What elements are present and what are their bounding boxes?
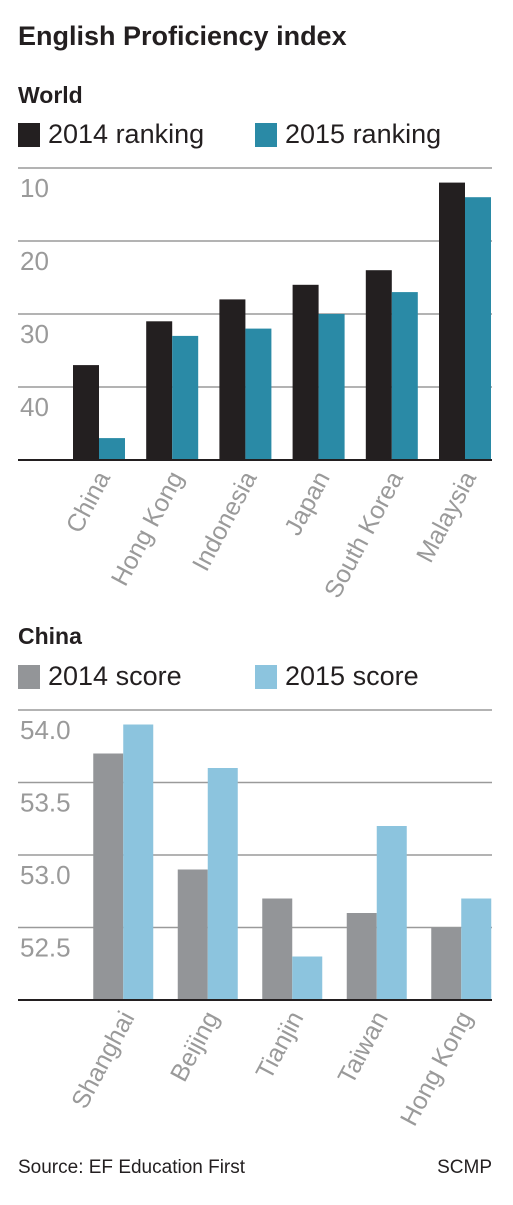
bar <box>431 927 462 1000</box>
bar <box>73 365 99 460</box>
bar <box>172 335 199 460</box>
bar <box>262 898 293 1000</box>
bar <box>365 270 392 460</box>
bar <box>292 284 319 460</box>
bar <box>99 438 125 460</box>
bar <box>219 299 246 460</box>
y-tick-label: 53.5 <box>20 787 71 817</box>
legend-label: 2014 score <box>48 661 182 691</box>
bar <box>391 292 418 460</box>
chart-title: World <box>18 82 83 108</box>
credit: SCMP <box>437 1157 492 1178</box>
chart-title: China <box>18 623 82 649</box>
legend-swatch <box>255 123 277 147</box>
legend-swatch <box>255 665 277 689</box>
y-tick-label: 30 <box>20 319 49 349</box>
bar <box>123 724 154 1000</box>
page-title: English Proficiency index <box>18 21 347 51</box>
y-tick-label: 52.5 <box>20 932 71 962</box>
bar <box>318 314 345 460</box>
y-tick-label: 40 <box>20 392 49 422</box>
bar <box>346 913 377 1000</box>
legend-swatch <box>18 665 40 689</box>
y-tick-label: 10 <box>20 173 49 203</box>
y-tick-label: 20 <box>20 246 49 276</box>
legend-label: 2015 score <box>285 661 419 691</box>
legend-label: 2014 ranking <box>48 119 204 149</box>
bar <box>245 328 272 460</box>
bar <box>93 753 124 1000</box>
source: Source: EF Education First <box>18 1157 246 1178</box>
bar <box>439 182 465 460</box>
bar <box>177 869 208 1000</box>
y-tick-label: 53.0 <box>20 860 71 890</box>
bar <box>461 898 492 1000</box>
y-tick-label: 54.0 <box>20 715 71 745</box>
bar <box>465 197 491 460</box>
legend-label: 2015 ranking <box>285 119 441 149</box>
bar <box>376 826 407 1000</box>
legend-swatch <box>18 123 40 147</box>
bar <box>146 321 173 460</box>
bar <box>207 768 238 1000</box>
bar <box>292 956 323 1000</box>
